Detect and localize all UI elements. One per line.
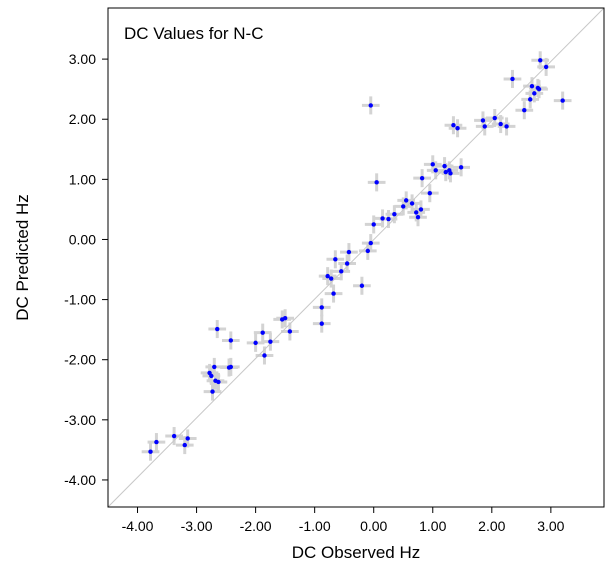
data-point — [185, 436, 190, 441]
plot-frame — [107, 7, 605, 508]
points-layer — [148, 58, 565, 454]
data-point — [448, 171, 453, 176]
data-point — [262, 353, 267, 358]
x-tick-label: -1.00 — [299, 518, 331, 534]
data-point — [386, 216, 391, 222]
data-point — [401, 204, 406, 209]
data-point — [365, 248, 371, 254]
data-point — [228, 338, 234, 343]
y-tick-label: 2.00 — [69, 111, 96, 127]
y-tick-label: 1.00 — [69, 171, 96, 187]
data-point — [543, 64, 549, 70]
data-point — [510, 76, 515, 82]
data-point — [329, 276, 334, 281]
data-point — [325, 273, 330, 279]
data-point — [414, 210, 419, 215]
data-point — [212, 364, 217, 370]
data-point — [418, 207, 424, 212]
error-bars-layer — [141, 51, 572, 461]
data-point — [374, 180, 379, 185]
y-tick-label: 3.00 — [69, 51, 96, 67]
y-tick-label: -3.00 — [64, 412, 96, 428]
chart-title: DC Values for N-C — [124, 24, 264, 43]
data-point — [368, 240, 373, 246]
data-point — [282, 316, 288, 321]
data-point — [171, 433, 177, 439]
data-point — [216, 379, 221, 385]
data-point — [380, 216, 385, 221]
data-point — [442, 163, 447, 169]
data-point — [455, 126, 460, 131]
data-point — [415, 215, 421, 220]
data-point — [560, 98, 565, 103]
x-tick-label: -2.00 — [240, 518, 272, 534]
data-point — [368, 103, 373, 108]
data-point — [215, 326, 220, 332]
x-tick-label: 3.00 — [537, 518, 564, 534]
data-point — [403, 198, 409, 203]
y-tick-label: 0.00 — [69, 231, 96, 247]
data-point — [253, 340, 258, 346]
data-point — [228, 364, 234, 370]
data-point — [430, 162, 435, 167]
data-point — [287, 329, 293, 334]
data-point — [319, 321, 324, 326]
data-point — [182, 442, 187, 448]
y-tick-label: -2.00 — [64, 352, 96, 368]
x-axis-title: DC Observed Hz — [292, 543, 420, 562]
x-tick-label: -4.00 — [122, 518, 154, 534]
data-point — [359, 283, 365, 288]
data-point — [529, 83, 535, 89]
data-point — [339, 269, 344, 274]
data-point — [260, 330, 265, 335]
data-point — [419, 175, 425, 181]
y-axis-title: DC Predicted Hz — [13, 194, 32, 321]
x-tick-label: -3.00 — [181, 518, 213, 534]
data-point — [319, 305, 324, 310]
data-point — [331, 291, 336, 296]
data-point — [443, 169, 448, 175]
data-point — [536, 86, 542, 92]
data-point — [498, 121, 503, 127]
data-point — [482, 124, 487, 129]
y-tick-label: -4.00 — [64, 472, 96, 488]
y-tick-label: -1.00 — [64, 292, 96, 308]
data-point — [458, 165, 464, 170]
data-point — [427, 190, 433, 196]
data-point — [209, 373, 214, 379]
data-point — [538, 58, 543, 63]
data-point — [344, 261, 350, 266]
data-point — [504, 124, 509, 129]
data-point — [333, 257, 338, 262]
data-point — [532, 91, 537, 96]
x-tick-label: 2.00 — [478, 518, 505, 534]
data-point — [210, 389, 215, 394]
data-point — [148, 449, 153, 454]
data-point — [522, 108, 527, 113]
data-point — [409, 201, 415, 206]
data-point — [451, 123, 456, 128]
data-point — [154, 439, 159, 445]
data-point — [433, 168, 438, 173]
data-point — [492, 115, 497, 121]
y-axis: -4.00 -3.00 -2.00 -1.00 0.00 1.00 2.00 3.00 — [64, 51, 108, 488]
x-tick-label: 0.00 — [360, 518, 387, 534]
reference-line — [107, 7, 605, 508]
data-point — [527, 97, 533, 102]
data-point — [371, 222, 376, 227]
x-axis: -4.00 -3.00 -2.00 -1.00 0.00 1.00 2.00 3.00 — [122, 507, 565, 534]
data-point — [392, 212, 397, 217]
x-tick-label: 1.00 — [419, 518, 446, 534]
data-point — [480, 118, 486, 123]
data-point — [268, 339, 273, 344]
data-point — [346, 249, 352, 255]
